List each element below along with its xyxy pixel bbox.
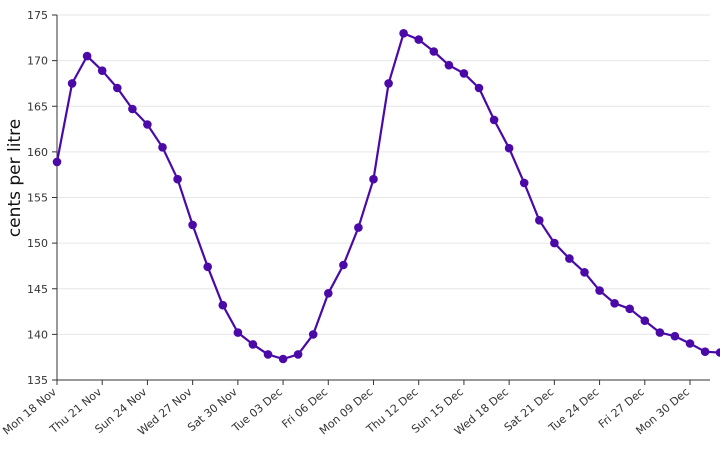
data-point bbox=[595, 286, 604, 295]
data-point bbox=[293, 350, 303, 359]
y-axis-title: cents per litre bbox=[5, 119, 25, 237]
data-point bbox=[218, 300, 228, 310]
data-point bbox=[233, 328, 243, 337]
data-point bbox=[369, 174, 378, 184]
y-tick-labels: 135 140 145 150 155 160 165 170 175 bbox=[27, 9, 48, 387]
y-tick-label: 140 bbox=[27, 328, 48, 341]
data-point bbox=[324, 289, 333, 298]
data-point bbox=[82, 51, 92, 61]
data-point bbox=[113, 83, 122, 93]
data-point bbox=[519, 178, 529, 188]
data-point bbox=[670, 331, 680, 341]
data-point bbox=[565, 254, 574, 263]
series bbox=[52, 29, 720, 364]
y-tick-label: 175 bbox=[27, 9, 48, 22]
data-point bbox=[143, 120, 152, 129]
data-point bbox=[399, 29, 408, 38]
data-point bbox=[67, 79, 77, 88]
y-tick-label: 135 bbox=[27, 374, 48, 387]
data-point bbox=[474, 83, 484, 93]
data-point bbox=[610, 299, 619, 308]
grid-lines bbox=[57, 14, 710, 335]
data-point bbox=[203, 262, 212, 272]
data-point bbox=[384, 79, 393, 88]
data-point bbox=[700, 347, 710, 357]
data-point bbox=[580, 268, 589, 277]
data-point bbox=[655, 328, 665, 337]
data-point bbox=[459, 69, 469, 78]
data-point bbox=[97, 66, 107, 75]
data-point bbox=[625, 304, 634, 314]
data-point bbox=[188, 220, 197, 230]
data-point bbox=[52, 157, 62, 167]
y-tick-label: 165 bbox=[27, 100, 48, 113]
data-point bbox=[444, 60, 454, 70]
data-point bbox=[128, 104, 137, 114]
data-point bbox=[414, 35, 424, 44]
y-tick-label: 145 bbox=[27, 283, 48, 296]
data-point bbox=[173, 174, 182, 184]
y-tick-label: 155 bbox=[27, 192, 48, 205]
data-point bbox=[339, 260, 348, 270]
data-point bbox=[550, 238, 559, 248]
data-point bbox=[263, 350, 273, 359]
data-point bbox=[248, 340, 258, 349]
data-point bbox=[158, 143, 167, 152]
data-point bbox=[685, 339, 695, 348]
data-point bbox=[535, 216, 544, 225]
data-point bbox=[640, 316, 650, 326]
data-point bbox=[354, 223, 363, 232]
data-point bbox=[429, 47, 439, 56]
y-tick-label: 170 bbox=[27, 55, 48, 68]
axes bbox=[52, 14, 710, 385]
y-tick-label: 150 bbox=[27, 237, 48, 250]
data-point bbox=[489, 115, 499, 125]
data-point bbox=[308, 330, 318, 339]
y-tick-label: 160 bbox=[27, 146, 48, 159]
data-point bbox=[504, 143, 514, 153]
data-point bbox=[715, 348, 720, 357]
data-point bbox=[278, 354, 288, 364]
